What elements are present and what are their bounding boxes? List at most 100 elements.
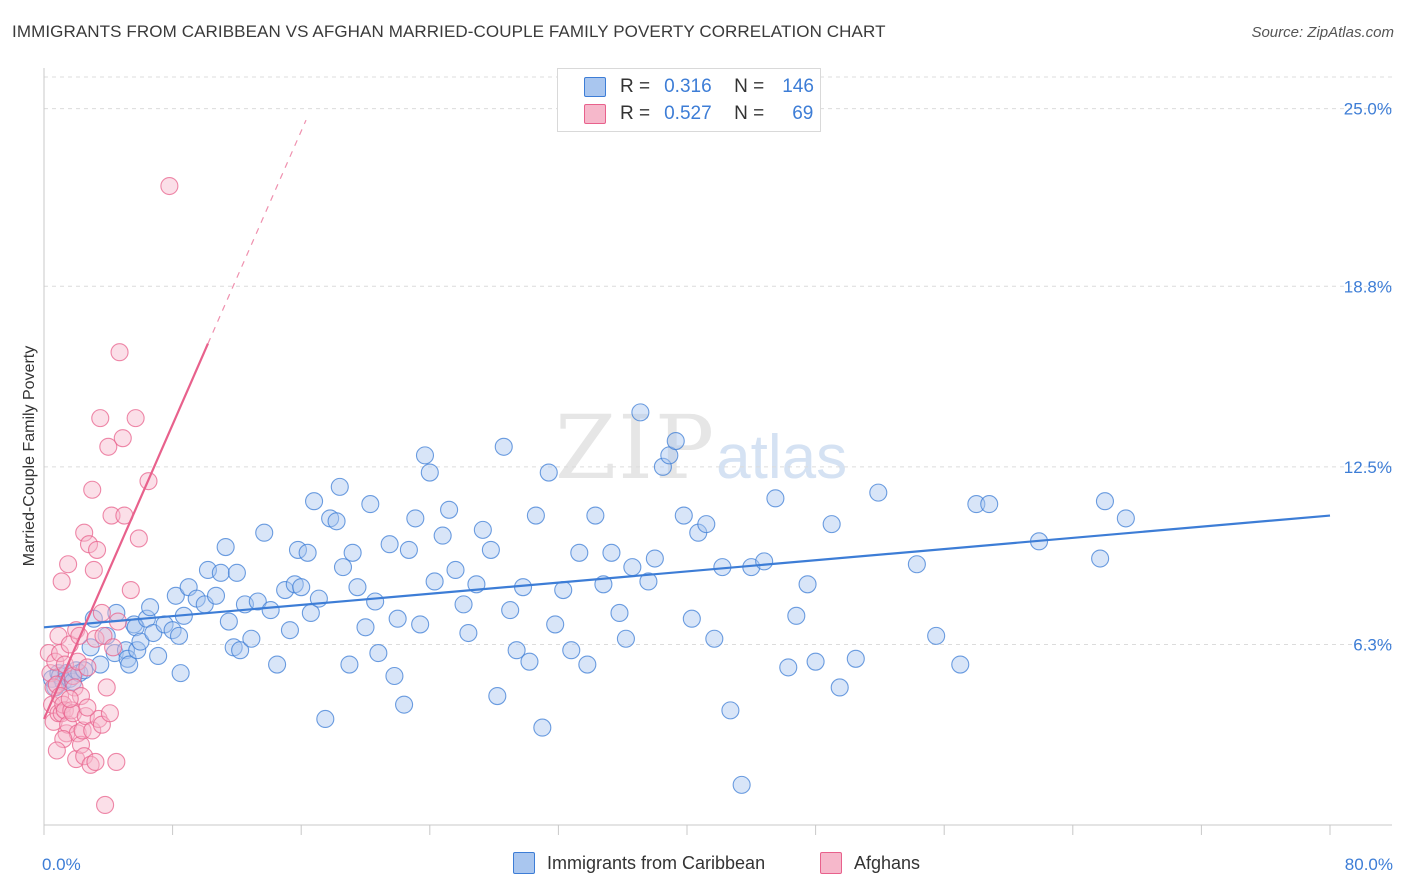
point-caribbean — [149, 646, 168, 665]
point-caribbean — [440, 500, 459, 519]
source-label: Source: ZipAtlas.com — [1251, 24, 1394, 41]
point-afghans — [87, 540, 107, 559]
point-caribbean — [333, 558, 353, 577]
point-caribbean — [166, 586, 185, 605]
point-afghans — [89, 709, 108, 729]
point-afghans — [110, 343, 129, 362]
point-afghans — [63, 666, 82, 686]
point-caribbean — [732, 775, 751, 794]
point-caribbean — [420, 463, 439, 482]
point-caribbean — [980, 495, 999, 514]
point-afghans — [102, 506, 121, 525]
point-caribbean — [316, 709, 335, 729]
point-caribbean — [546, 615, 565, 634]
point-caribbean — [639, 572, 658, 591]
point-caribbean — [779, 658, 798, 677]
point-caribbean — [907, 555, 926, 574]
point-caribbean — [81, 638, 100, 657]
legend-row-afghans: R = 0.527 N = 69 — [584, 102, 813, 126]
point-caribbean — [967, 495, 986, 514]
point-caribbean — [666, 431, 685, 451]
point-caribbean — [526, 506, 545, 525]
point-caribbean — [570, 543, 589, 562]
point-afghans — [113, 429, 132, 448]
point-caribbean — [533, 718, 552, 737]
chart-title: IMMIGRANTS FROM CARIBBEAN VS AFGHAN MARR… — [12, 22, 886, 41]
legend-r-value: 0.527 — [664, 103, 712, 124]
legend-n-label: N = — [734, 76, 765, 97]
point-afghans — [41, 664, 60, 683]
bottom-legend-afghans: Afghans — [820, 852, 920, 874]
legend-r-label: R = — [620, 103, 651, 124]
point-caribbean — [951, 655, 970, 674]
point-caribbean — [141, 598, 160, 617]
y-tick-label: 18.8% — [1344, 277, 1392, 296]
point-caribbean — [369, 644, 388, 663]
point-afghans — [71, 687, 91, 706]
point-afghans — [59, 555, 78, 574]
point-afghans — [71, 735, 91, 754]
point-caribbean — [268, 655, 287, 674]
point-caribbean — [578, 655, 597, 674]
legend-row-caribbean: R = 0.316 N = 146 — [584, 75, 814, 99]
point-caribbean — [171, 664, 190, 683]
point-caribbean — [721, 701, 740, 720]
point-caribbean — [610, 603, 629, 623]
point-caribbean — [562, 641, 581, 660]
point-caribbean — [616, 629, 635, 648]
point-caribbean — [507, 641, 526, 660]
point-caribbean — [631, 403, 650, 422]
point-afghans — [81, 755, 100, 774]
point-caribbean — [481, 540, 500, 559]
point-caribbean — [425, 572, 444, 591]
point-afghans — [83, 480, 102, 499]
point-caribbean — [554, 580, 573, 600]
point-afghans — [78, 698, 97, 717]
point-caribbean — [330, 477, 349, 496]
trendline-extension-afghans — [207, 119, 307, 344]
point-caribbean — [488, 687, 507, 706]
point-caribbean — [415, 446, 435, 465]
point-caribbean — [927, 626, 946, 645]
point-caribbean — [822, 515, 841, 534]
point-afghans — [100, 704, 119, 723]
legend-r-label: R = — [620, 76, 651, 97]
point-caribbean — [674, 506, 693, 525]
point-afghans — [107, 752, 126, 772]
y-tick-label: 25.0% — [1344, 100, 1392, 119]
point-caribbean — [830, 678, 849, 697]
point-caribbean — [755, 552, 774, 571]
point-afghans — [99, 437, 118, 456]
point-caribbean — [454, 595, 473, 614]
point-afghans — [75, 523, 94, 542]
point-caribbean — [697, 515, 716, 534]
bottom-legend-swatch-afghans — [820, 852, 842, 874]
legend-n-value: 69 — [792, 103, 814, 124]
point-caribbean — [356, 618, 375, 637]
point-afghans — [97, 678, 116, 697]
y-tick-label: 12.5% — [1344, 458, 1392, 477]
point-caribbean — [131, 632, 150, 651]
trendline-afghans — [42, 343, 209, 720]
legend-n-label: N = — [734, 103, 765, 124]
point-afghans — [60, 689, 79, 708]
point-caribbean — [298, 543, 317, 562]
point-caribbean — [248, 592, 267, 611]
point-caribbean — [869, 483, 888, 502]
point-caribbean — [227, 563, 246, 582]
point-caribbean — [406, 509, 425, 528]
point-caribbean — [494, 437, 513, 456]
point-afghans — [54, 729, 73, 749]
point-caribbean — [586, 506, 605, 525]
point-caribbean — [433, 526, 452, 545]
x-tick-label-max: 80.0% — [1345, 855, 1393, 874]
point-caribbean — [846, 649, 865, 668]
point-caribbean — [206, 586, 226, 605]
point-caribbean — [219, 612, 238, 631]
point-caribbean — [380, 535, 399, 554]
point-caribbean — [645, 549, 664, 568]
bottom-legend-swatch-caribbean — [513, 852, 535, 874]
point-caribbean — [388, 609, 407, 628]
legend-swatch-caribbean — [584, 77, 606, 97]
